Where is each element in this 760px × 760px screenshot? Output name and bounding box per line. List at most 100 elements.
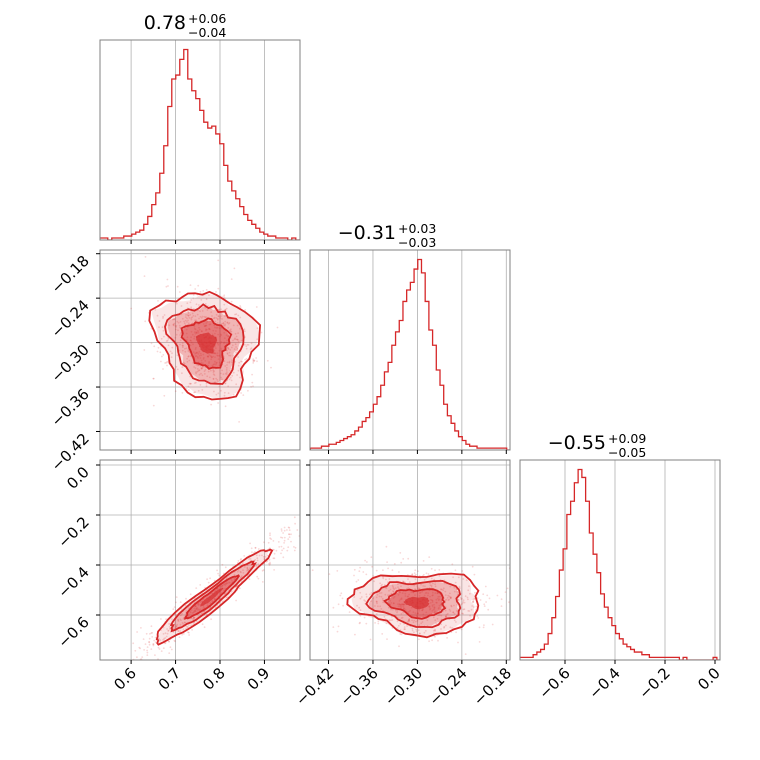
scatter-point — [462, 608, 465, 611]
scatter-point — [224, 405, 227, 408]
scatter-point — [392, 608, 394, 611]
scatter-point — [195, 371, 197, 374]
scatter-point — [200, 299, 203, 301]
scatter-point — [240, 558, 243, 560]
scatter-point — [203, 315, 206, 318]
scatter-point — [466, 596, 469, 599]
scatter-point — [195, 346, 197, 349]
scatter-point — [104, 671, 106, 673]
scatter-point — [256, 559, 259, 562]
scatter-point — [283, 542, 285, 544]
scatter-point — [143, 649, 146, 651]
scatter-point — [229, 330, 232, 333]
scatter-point — [383, 615, 386, 618]
scatter-point — [187, 322, 190, 325]
scatter-point — [222, 322, 225, 324]
scatter-point — [375, 596, 378, 599]
scatter-point — [387, 606, 390, 609]
contour-line-level-3 — [383, 588, 447, 620]
scatter-point — [206, 375, 209, 378]
scatter-point — [387, 567, 389, 570]
scatter-point — [414, 588, 416, 590]
scatter-point — [232, 339, 234, 342]
scatter-point — [280, 530, 283, 532]
scatter-point — [200, 359, 203, 362]
scatter-point — [416, 613, 419, 615]
scatter-point — [433, 578, 436, 581]
scatter-point — [453, 586, 456, 589]
scatter-point — [414, 569, 417, 572]
scatter-point — [470, 608, 473, 611]
scatter-point — [170, 648, 173, 651]
scatter-point — [181, 621, 184, 624]
scatter-point — [224, 309, 227, 311]
scatter-point — [201, 367, 203, 370]
scatter-point — [425, 611, 428, 614]
x-tick-label: −0.24 — [425, 664, 470, 709]
scatter-point — [438, 598, 441, 601]
scatter-point — [229, 582, 231, 584]
scatter-point — [108, 678, 110, 680]
scatter-point — [463, 608, 466, 611]
scatter-point — [434, 628, 436, 631]
scatter-point — [272, 557, 275, 560]
scatter-point — [244, 309, 247, 311]
scatter-point — [397, 583, 399, 586]
scatter-point — [364, 559, 366, 562]
scatter-point — [429, 602, 432, 604]
scatter-point — [427, 573, 430, 575]
scatter-point — [415, 620, 417, 623]
scatter-point — [216, 341, 219, 344]
scatter-point — [189, 313, 192, 316]
scatter-point — [423, 631, 426, 634]
scatter-point — [431, 599, 433, 602]
x-tick-label: −0.6 — [535, 664, 573, 702]
scatter-point — [205, 289, 208, 291]
scatter-point — [434, 585, 437, 588]
scatter-point — [229, 376, 232, 379]
scatter-point — [436, 592, 439, 594]
scatter-point — [190, 341, 193, 344]
scatter-point — [254, 547, 257, 549]
scatter-point — [332, 626, 335, 628]
scatter-point — [141, 656, 144, 658]
scatter-point — [210, 356, 213, 359]
scatter-point — [106, 665, 108, 667]
scatter-point — [196, 313, 199, 316]
scatter-point — [356, 589, 359, 591]
scatter-point — [180, 619, 182, 622]
scatter-point — [456, 591, 458, 593]
scatter-point — [431, 594, 434, 597]
scatter-point — [149, 633, 151, 635]
scatter-point — [174, 390, 177, 393]
scatter-point — [407, 587, 410, 589]
scatter-point — [415, 628, 418, 631]
scatter-point — [192, 618, 195, 621]
scatter-point — [456, 603, 459, 606]
scatter-point — [404, 609, 407, 611]
scatter-point — [363, 616, 366, 619]
scatter-point — [479, 599, 482, 601]
scatter-point — [220, 334, 223, 337]
scatter-point — [151, 636, 154, 638]
scatter-point — [166, 339, 169, 342]
scatter-point — [288, 533, 290, 536]
scatter-point — [201, 315, 204, 318]
scatter-point — [240, 576, 242, 579]
scatter-point — [398, 603, 401, 606]
scatter-point — [181, 317, 184, 320]
scatter-point — [195, 381, 197, 384]
scatter-point — [468, 610, 471, 612]
scatter-point — [187, 310, 190, 313]
panel-border — [99, 249, 301, 451]
scatter-point — [215, 362, 218, 364]
scatter-point — [296, 529, 299, 531]
scatter-point — [359, 597, 362, 600]
scatter-point — [375, 613, 378, 615]
scatter-point — [215, 291, 217, 293]
scatter-point — [398, 591, 401, 594]
scatter-panel-content — [130, 256, 279, 423]
scatter-point — [172, 323, 175, 326]
scatter-point — [213, 370, 216, 372]
scatter-point — [250, 347, 253, 350]
